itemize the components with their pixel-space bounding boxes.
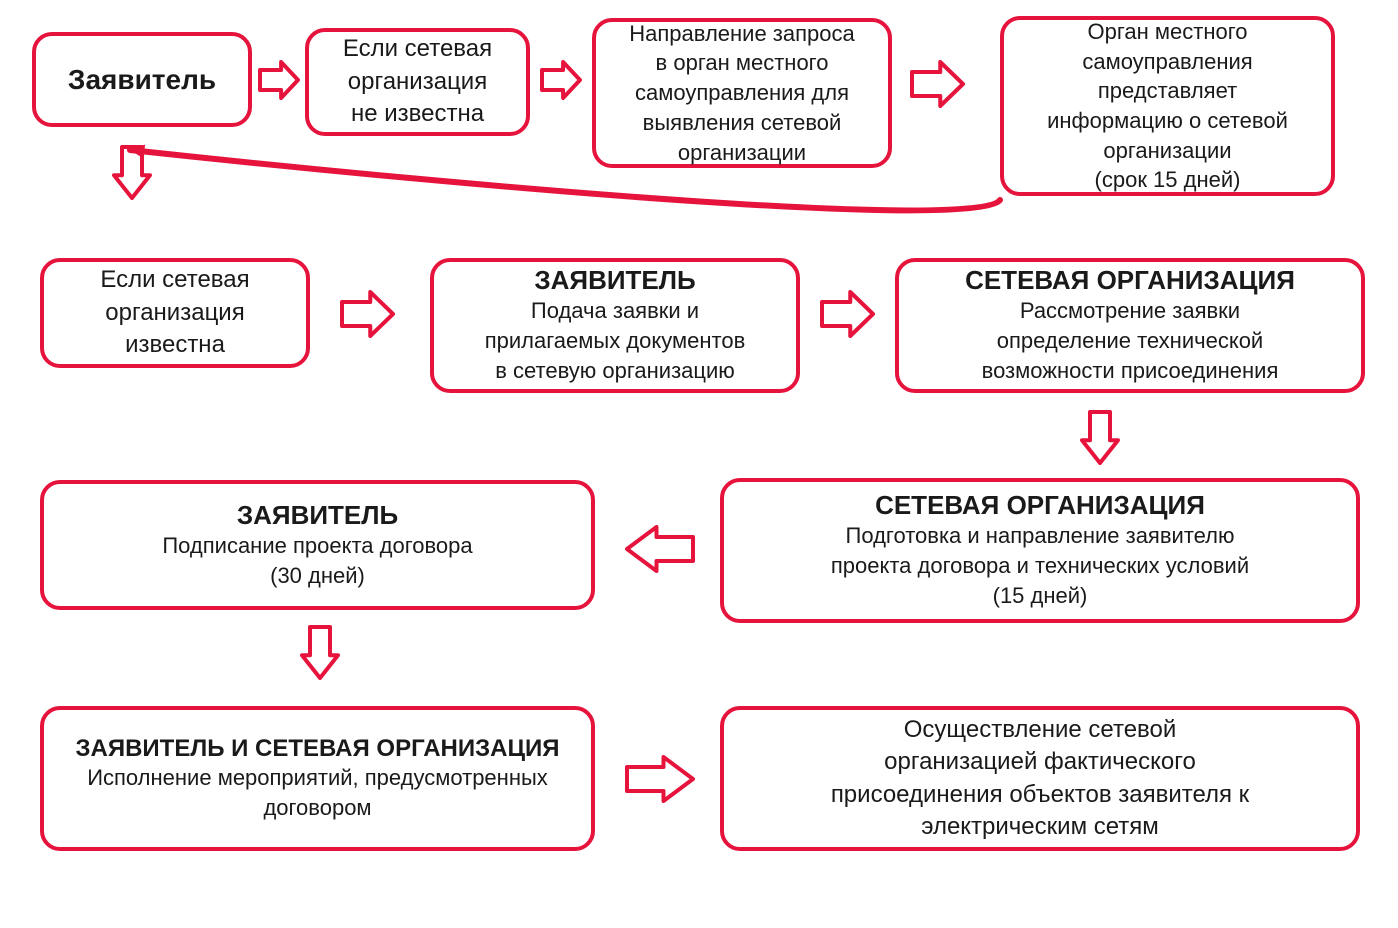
node-if-org-unknown: Если сетеваяорганизацияне известна <box>305 28 530 136</box>
node-line: Рассмотрение заявки <box>1020 296 1240 326</box>
node-line: Исполнение мероприятий, предусмотренных <box>87 763 548 793</box>
node-line: прилагаемых документов <box>485 326 746 356</box>
arrow-right <box>258 60 300 100</box>
node-line: определение технической <box>997 326 1263 356</box>
arrow-right <box>540 60 582 100</box>
node-line: Орган местного <box>1088 17 1248 47</box>
node-line: информацию о сетевой <box>1047 106 1288 136</box>
arrow-right <box>820 290 875 338</box>
node-prepare-contract-15d: СЕТЕВАЯ ОРГАНИЗАЦИЯПодготовка и направле… <box>720 478 1360 623</box>
node-sign-contract-30d: ЗАЯВИТЕЛЬПодписание проекта договора(30 … <box>40 480 595 610</box>
node-line: договором <box>263 793 371 823</box>
node-review-application: СЕТЕВАЯ ОРГАНИЗАЦИЯРассмотрение заявкиоп… <box>895 258 1365 393</box>
node-if-org-known: Если сетеваяорганизацияизвестна <box>40 258 310 368</box>
arrow-right <box>910 60 965 108</box>
node-execute-activities: ЗАЯВИТЕЛЬ И СЕТЕВАЯ ОРГАНИЗАЦИЯИсполнени… <box>40 706 595 851</box>
node-line: (30 дней) <box>270 561 365 591</box>
node-line: электрическим сетям <box>921 811 1159 843</box>
node-actual-connection: Осуществление сетевойорганизацией фактич… <box>720 706 1360 851</box>
arrow-down <box>1080 410 1120 465</box>
node-line: Осуществление сетевой <box>904 714 1177 746</box>
node-line: известна <box>125 329 225 361</box>
node-line: Подача заявки и <box>531 296 699 326</box>
arrow-left <box>625 525 695 573</box>
node-line: Подписание проекта договора <box>162 531 472 561</box>
node-line: выявления сетевой <box>643 108 842 138</box>
node-applicant: Заявитель <box>32 32 252 127</box>
node-line: проекта договора и технических условий <box>831 551 1249 581</box>
node-line: в сетевую организацию <box>495 356 735 386</box>
node-line: (срок 15 дней) <box>1095 165 1241 195</box>
node-line: Если сетевая <box>100 264 249 296</box>
arrow-right <box>625 755 695 803</box>
node-line: Подготовка и направление заявителю <box>846 521 1235 551</box>
node-line: организация <box>348 66 487 98</box>
node-line: организация <box>105 297 244 329</box>
node-line: самоуправления <box>1082 47 1252 77</box>
node-title: ЗАЯВИТЕЛЬ И СЕТЕВАЯ ОРГАНИЗАЦИЯ <box>75 735 559 763</box>
node-line: организацией фактического <box>884 746 1196 778</box>
node-apply-docs: ЗАЯВИТЕЛЬПодача заявки иприлагаемых доку… <box>430 258 800 393</box>
node-line: организации <box>1103 136 1231 166</box>
node-send-request: Направление запросав орган местногосамоу… <box>592 18 892 168</box>
node-title: ЗАЯВИТЕЛЬ <box>534 265 695 296</box>
node-org-info-15days: Орган местногосамоуправленияпредставляет… <box>1000 16 1335 196</box>
arrow-down <box>300 625 340 680</box>
node-title: Заявитель <box>68 64 216 96</box>
node-line: не известна <box>351 98 484 130</box>
node-line: Направление запроса <box>629 19 855 49</box>
node-line: возможности присоединения <box>982 356 1279 386</box>
node-title: ЗАЯВИТЕЛЬ <box>237 500 398 531</box>
node-line: самоуправления для <box>635 78 849 108</box>
node-line: (15 дней) <box>993 581 1088 611</box>
node-line: организации <box>678 138 806 168</box>
arrow-down <box>112 145 152 200</box>
arrow-right <box>340 290 395 338</box>
node-title: СЕТЕВАЯ ОРГАНИЗАЦИЯ <box>875 490 1205 521</box>
node-line: Если сетевая <box>343 33 492 65</box>
node-title: СЕТЕВАЯ ОРГАНИЗАЦИЯ <box>965 265 1295 296</box>
node-line: представляет <box>1098 76 1237 106</box>
node-line: в орган местного <box>656 48 829 78</box>
node-line: присоединения объектов заявителя к <box>831 779 1249 811</box>
